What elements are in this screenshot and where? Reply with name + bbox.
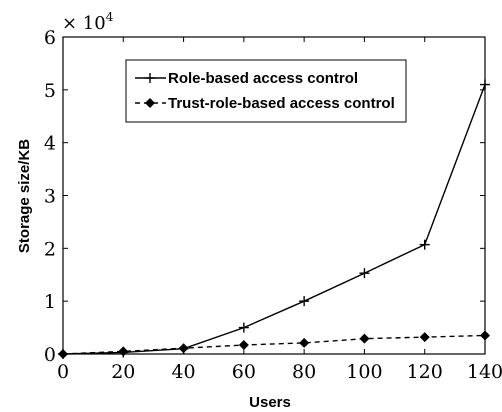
data-point-trust-role-based bbox=[299, 337, 310, 348]
legend-entry-role-based: Role-based access control bbox=[135, 70, 358, 87]
y-multiplier-exponent: 4 bbox=[106, 10, 114, 24]
x-tick-label: 140 bbox=[467, 361, 502, 383]
data-point-trust-role-based bbox=[480, 330, 490, 341]
data-point-trust-role-based bbox=[58, 349, 68, 359]
y-tick-label: 4 bbox=[44, 133, 56, 155]
data-point-trust-role-based bbox=[359, 333, 370, 344]
x-axis-label: Users bbox=[249, 394, 291, 411]
x-tick-label: 60 bbox=[232, 361, 256, 383]
series-line-role-based bbox=[62, 84, 486, 355]
y-tick-label: 3 bbox=[44, 186, 56, 208]
data-point-role-based bbox=[480, 79, 490, 90]
legend-marker-role-based bbox=[145, 73, 155, 83]
y-tick-label: 0 bbox=[44, 344, 56, 366]
legend-box bbox=[125, 59, 407, 123]
x-tick-labels: 0 20 40 60 80 100 120 140 bbox=[57, 361, 502, 383]
data-point-role-based bbox=[238, 322, 249, 333]
legend-marker-trust-role-based bbox=[145, 98, 155, 108]
x-tick-label: 80 bbox=[292, 361, 316, 383]
legend-label-trust-role-based: Trust-role-based access control bbox=[168, 95, 395, 112]
y-tick-labels: 0 1 2 3 4 5 6 bbox=[44, 27, 56, 366]
data-point-role-based bbox=[299, 296, 310, 307]
x-tick-label: 40 bbox=[171, 361, 195, 383]
series-line-trust-role-based bbox=[62, 334, 486, 355]
x-tick-label: 100 bbox=[346, 361, 382, 383]
data-point-role-based bbox=[359, 268, 370, 279]
legend-entry-trust-role-based: Trust-role-based access control bbox=[135, 95, 395, 112]
y-multiplier: × 104 bbox=[62, 10, 114, 34]
series-trust-role-based bbox=[58, 330, 490, 359]
y-tick-label: 6 bbox=[44, 27, 56, 49]
data-point-trust-role-based bbox=[118, 346, 129, 357]
data-point-role-based bbox=[419, 239, 430, 250]
y-tick-label: 5 bbox=[44, 80, 56, 102]
y-axis-label: Storage size/KB bbox=[16, 139, 33, 253]
x-tick-label: 0 bbox=[57, 361, 69, 383]
y-tick-label: 1 bbox=[44, 291, 56, 313]
data-point-trust-role-based bbox=[419, 332, 430, 343]
data-point-trust-role-based bbox=[178, 343, 189, 354]
legend: Role-based access control Trust-role-bas… bbox=[125, 59, 407, 123]
data-point-trust-role-based bbox=[238, 340, 249, 351]
x-tick-label: 20 bbox=[111, 361, 135, 383]
legend-label-role-based: Role-based access control bbox=[168, 70, 358, 87]
x-tick-label: 120 bbox=[407, 361, 443, 383]
series-layer bbox=[58, 79, 490, 359]
y-tick-label: 2 bbox=[44, 238, 56, 260]
